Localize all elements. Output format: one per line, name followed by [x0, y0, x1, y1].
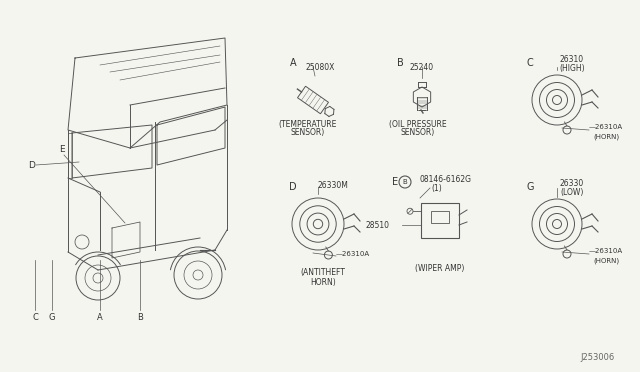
Text: 26330M: 26330M: [317, 180, 348, 189]
Text: B: B: [403, 179, 408, 185]
Text: SENSOR): SENSOR): [401, 128, 435, 137]
Text: B: B: [397, 58, 403, 68]
Text: E: E: [392, 177, 398, 187]
Text: (WIPER AMP): (WIPER AMP): [415, 263, 465, 273]
Text: E: E: [59, 145, 65, 154]
Text: SENSOR): SENSOR): [291, 128, 325, 137]
Text: A: A: [290, 58, 296, 68]
Text: C: C: [32, 314, 38, 323]
Text: (OIL PRESSURE: (OIL PRESSURE: [389, 119, 447, 128]
Text: J253006: J253006: [581, 353, 615, 362]
Text: (TEMPERATURE: (TEMPERATURE: [279, 119, 337, 128]
Text: (HIGH): (HIGH): [559, 64, 585, 73]
Text: A: A: [97, 314, 103, 323]
Text: G: G: [526, 182, 534, 192]
Text: —26310A: —26310A: [589, 124, 623, 130]
Text: G: G: [49, 314, 55, 323]
Text: (HORN): (HORN): [593, 258, 619, 264]
Text: (ANTITHEFT: (ANTITHEFT: [301, 267, 346, 276]
Text: 08146-6162G: 08146-6162G: [419, 174, 471, 183]
Text: 26310: 26310: [560, 55, 584, 64]
Text: D: D: [29, 160, 35, 170]
Text: 25240: 25240: [410, 62, 434, 71]
Text: —26310A: —26310A: [336, 251, 370, 257]
Text: HORN): HORN): [310, 279, 336, 288]
Text: (HORN): (HORN): [593, 134, 619, 140]
Text: 28510: 28510: [366, 221, 390, 230]
Text: D: D: [289, 182, 297, 192]
Text: 26330: 26330: [560, 180, 584, 189]
Text: C: C: [527, 58, 533, 68]
Text: (LOW): (LOW): [560, 187, 584, 196]
Text: (1): (1): [431, 183, 442, 192]
Text: 25080X: 25080X: [305, 62, 335, 71]
Text: B: B: [137, 314, 143, 323]
Text: —26310A: —26310A: [589, 248, 623, 254]
